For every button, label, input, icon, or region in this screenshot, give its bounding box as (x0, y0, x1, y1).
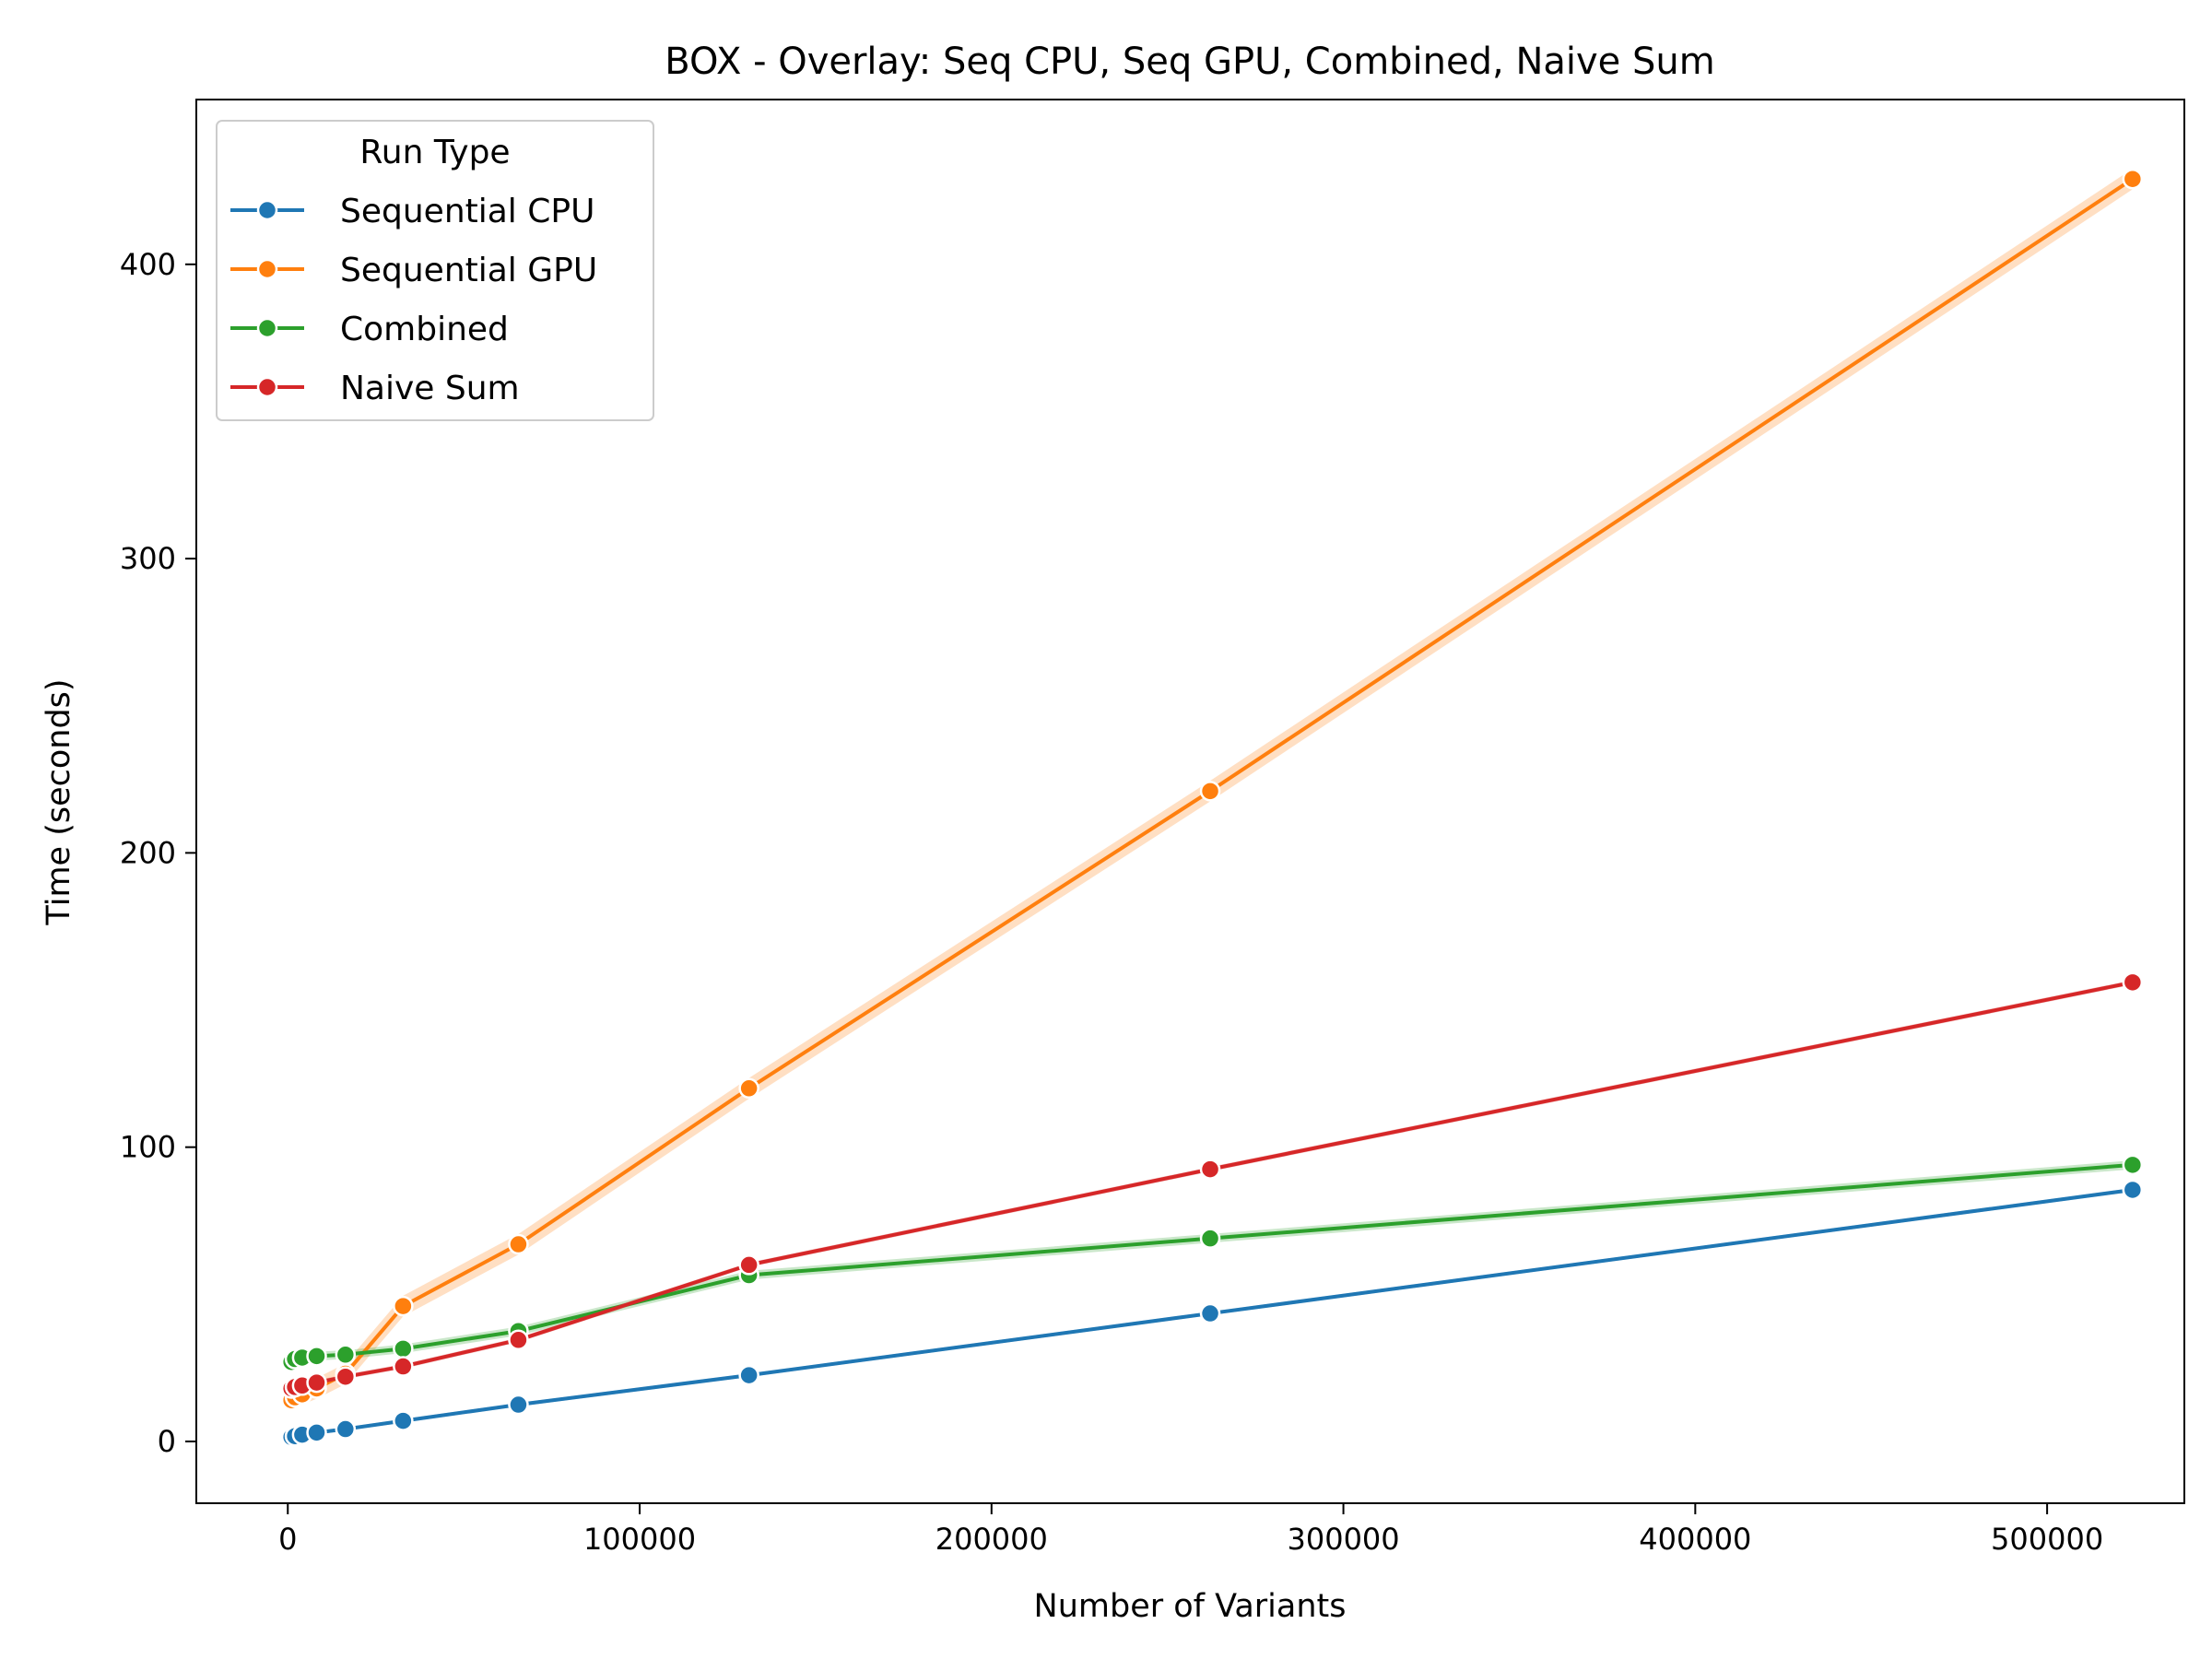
point-sequential-cpu (393, 1410, 414, 1431)
point-combined (2122, 1154, 2144, 1176)
x-tick-label: 0 (278, 1522, 297, 1557)
point-combined (393, 1338, 414, 1359)
y-tick-label: 100 (120, 1130, 176, 1165)
series-points (280, 168, 2144, 1448)
point-sequential-gpu (2122, 168, 2144, 190)
legend: Run Type Sequential CPU Sequential GPU Com… (216, 120, 654, 421)
legend-marker (256, 199, 278, 221)
point-sequential-cpu (508, 1394, 529, 1416)
legend-label: Combined (340, 311, 509, 348)
point-sequential-gpu (1199, 781, 1221, 802)
point-sequential-gpu (508, 1233, 529, 1255)
y-tick-label: 400 (120, 247, 176, 282)
point-sequential-cpu (1199, 1302, 1221, 1324)
x-tick-label: 300000 (1287, 1522, 1399, 1557)
point-sequential-cpu (738, 1364, 759, 1386)
legend-box (216, 120, 654, 421)
x-tick-label: 100000 (583, 1522, 696, 1557)
legend-marker (256, 376, 278, 398)
point-naive-sum (393, 1356, 414, 1377)
legend-item-sequential-cpu: Sequential CPU (230, 193, 594, 230)
point-sequential-cpu (2122, 1179, 2144, 1201)
x-tick-label: 500000 (1991, 1522, 2103, 1557)
chart-title: BOX - Overlay: Seq CPU, Seq GPU, Combine… (665, 41, 1714, 83)
y-axis-ticks: 0 100 200 300 400 (120, 247, 196, 1459)
y-tick-label: 0 (158, 1424, 176, 1459)
point-sequential-gpu (738, 1077, 759, 1100)
point-combined (335, 1344, 357, 1366)
x-tick-label: 200000 (935, 1522, 1048, 1557)
point-naive-sum (508, 1329, 529, 1351)
legend-label: Naive Sum (340, 370, 520, 407)
point-sequential-cpu (306, 1422, 327, 1443)
plot-frame (195, 99, 2185, 1504)
x-axis-ticks: 0 100000 200000 300000 400000 500000 (278, 1503, 2103, 1557)
point-naive-sum (1199, 1159, 1221, 1180)
point-naive-sum (306, 1371, 327, 1394)
point-naive-sum (738, 1254, 759, 1276)
y-tick-label: 300 (120, 541, 176, 576)
point-combined (306, 1346, 327, 1367)
y-axis-title: Time (seconds) (41, 678, 77, 925)
point-sequential-cpu (335, 1418, 357, 1440)
point-naive-sum (335, 1366, 357, 1387)
point-naive-sum (2122, 971, 2144, 994)
x-axis-title: Number of Variants (1034, 1588, 1347, 1625)
legend-item-naive-sum: Naive Sum (230, 370, 520, 407)
legend-label: Sequential CPU (340, 193, 594, 230)
legend-item-sequential-gpu: Sequential GPU (230, 252, 597, 289)
y-tick-label: 200 (120, 835, 176, 870)
point-combined (1199, 1228, 1221, 1249)
legend-title: Run Type (359, 134, 510, 171)
x-tick-label: 400000 (1639, 1522, 1751, 1557)
legend-item-combined: Combined (230, 311, 509, 348)
legend-marker (256, 317, 278, 339)
point-sequential-gpu (393, 1295, 414, 1317)
legend-marker (256, 258, 278, 280)
legend-label: Sequential GPU (340, 252, 597, 289)
